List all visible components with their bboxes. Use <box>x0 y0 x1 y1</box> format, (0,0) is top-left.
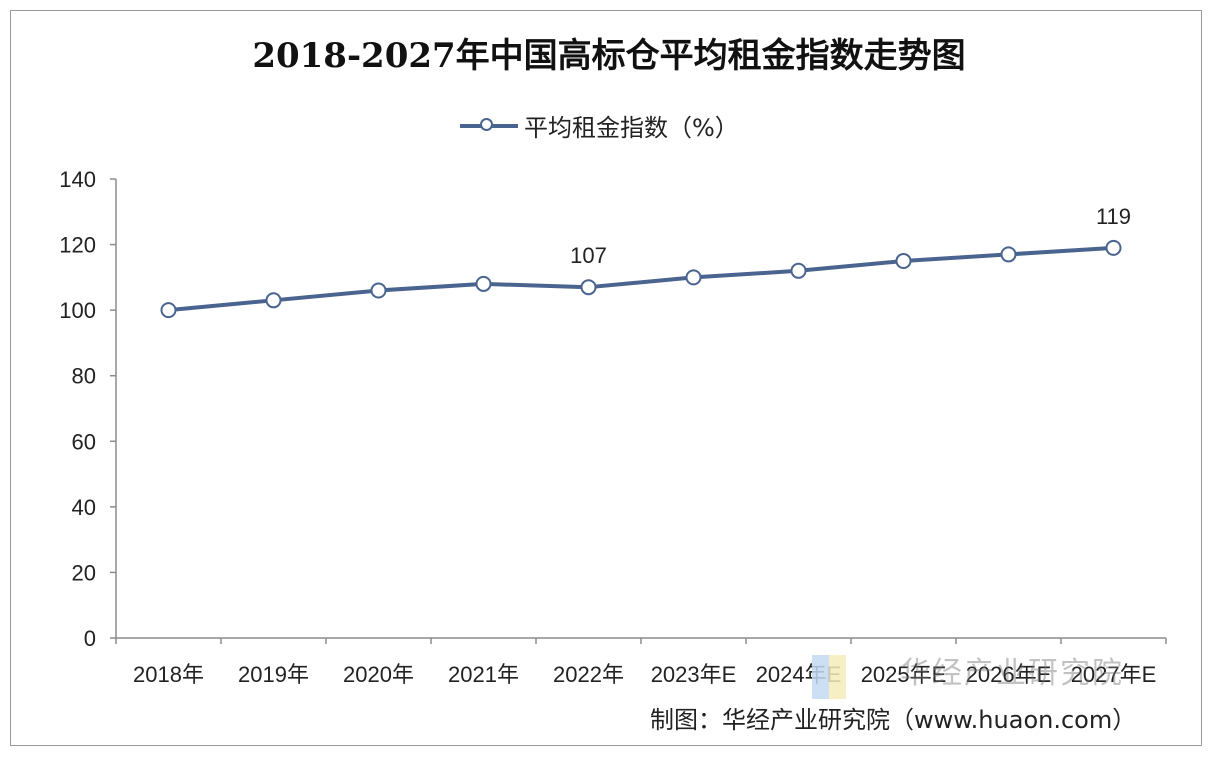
data-point <box>265 292 282 309</box>
y-tick-label: 120 <box>59 233 96 258</box>
y-tick-label: 20 <box>72 560 96 585</box>
data-point <box>475 275 492 292</box>
data-label: 107 <box>570 243 607 268</box>
legend: 平均租金指数（%） <box>460 108 739 143</box>
y-tick-label: 40 <box>72 495 96 520</box>
data-point <box>790 262 807 279</box>
data-point <box>1000 246 1017 263</box>
x-tick-label: 2023年E <box>651 662 737 687</box>
x-tick-label: 2020年 <box>343 662 414 687</box>
data-point <box>685 269 702 286</box>
data-point <box>370 282 387 299</box>
x-tick-label: 2019年 <box>238 662 309 687</box>
x-tick-label: 2018年 <box>133 662 204 687</box>
data-point <box>160 302 177 319</box>
watermark-logo-icon <box>812 655 846 699</box>
legend-label: 平均租金指数（%） <box>524 114 739 142</box>
legend-line-icon <box>460 117 518 131</box>
watermark-text: 华经产业研究院 <box>900 656 1124 691</box>
legend-marker-icon <box>480 117 493 131</box>
chart-frame <box>10 10 1202 746</box>
y-tick-label: 0 <box>84 626 96 651</box>
x-tick-label: 2025年E <box>861 662 947 687</box>
chart-title: 2018-2027年中国高标仓平均租金指数走势图 <box>252 36 966 76</box>
source-note: 制图：华经产业研究院（www.huaon.com） <box>650 706 1137 734</box>
data-point <box>895 252 912 269</box>
y-tick-label: 100 <box>59 298 96 323</box>
data-point <box>580 279 597 296</box>
data-label: 119 <box>1096 204 1131 229</box>
y-tick-label: 80 <box>72 364 96 389</box>
x-tick-label: 2026年E <box>966 662 1052 687</box>
y-tick-label: 140 <box>59 167 96 192</box>
data-point <box>1105 239 1122 256</box>
x-tick-label: 2021年 <box>448 662 519 687</box>
x-tick-label: 2022年 <box>553 662 624 687</box>
series-line <box>168 245 1114 313</box>
y-tick-label: 60 <box>72 429 96 454</box>
x-tick-label: 2027年E <box>1071 662 1157 687</box>
